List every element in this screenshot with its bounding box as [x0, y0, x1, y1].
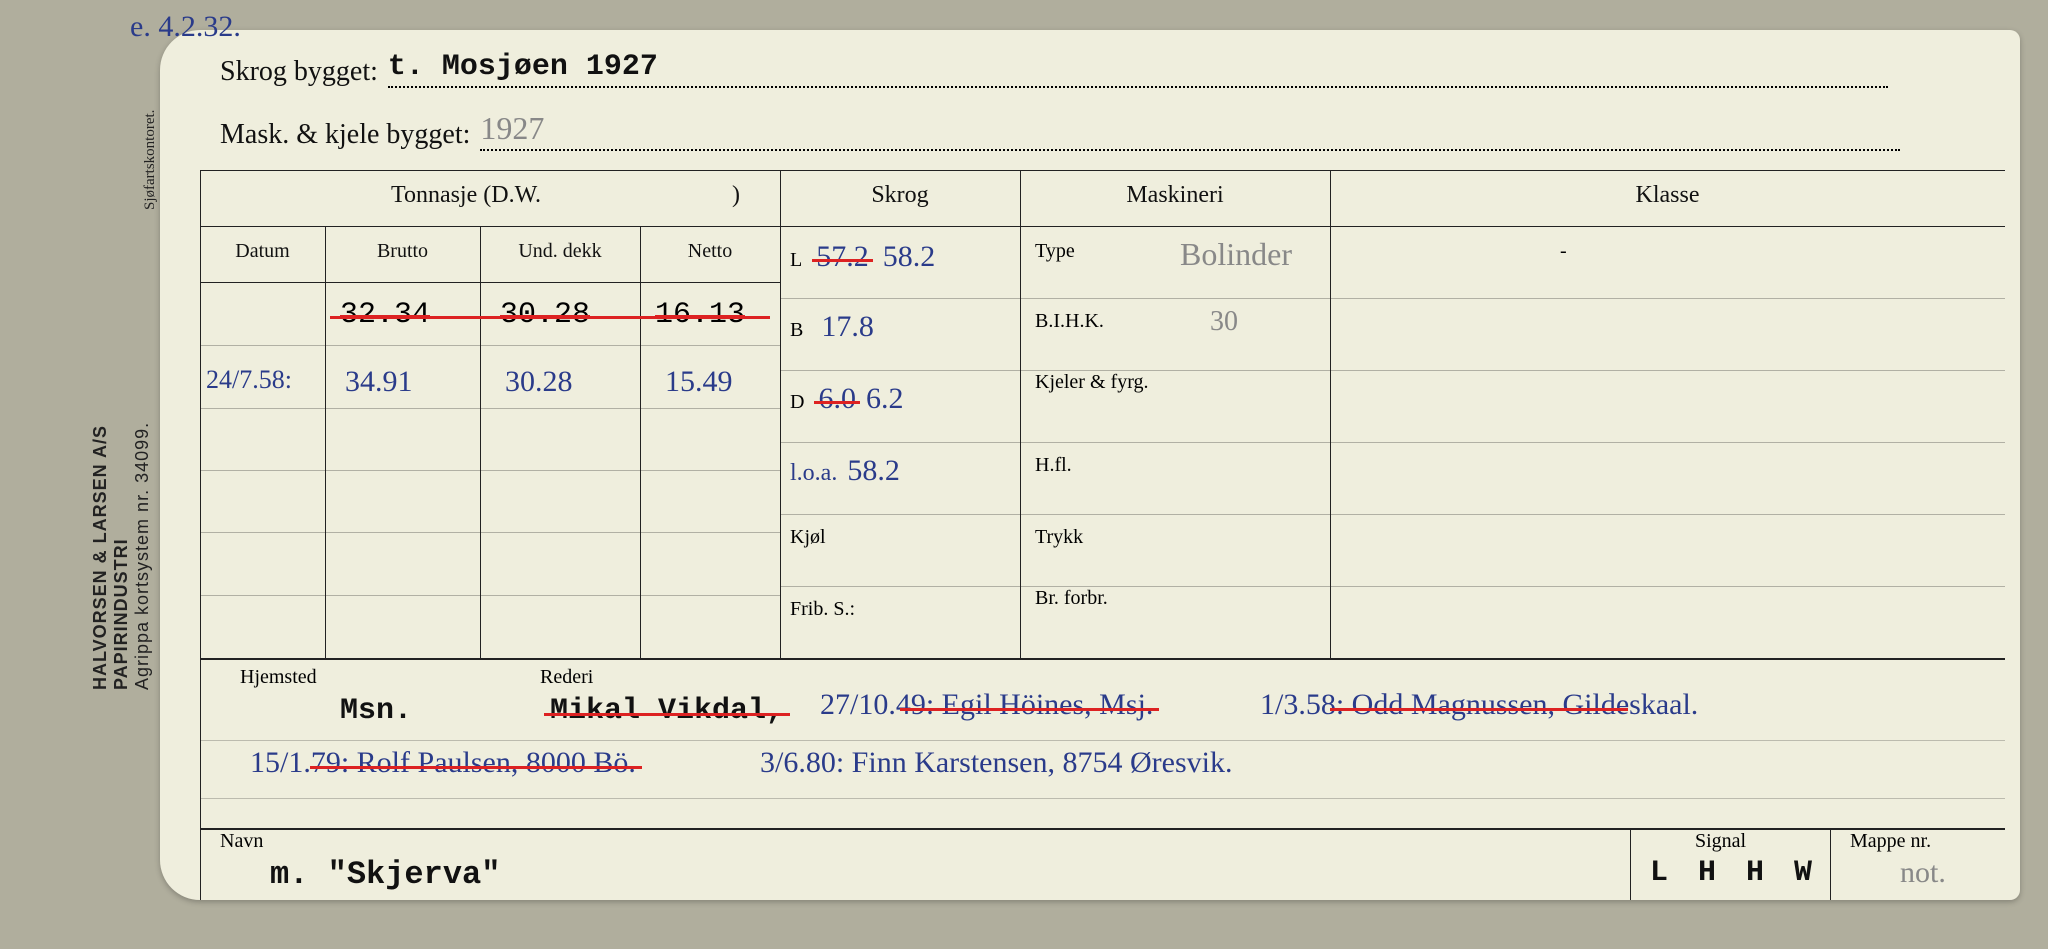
mask-type-label: Type	[1035, 240, 1075, 262]
und-2: 30.28	[505, 365, 573, 399]
punch-hole	[50, 850, 110, 910]
skrog-B-label: B	[790, 319, 803, 341]
scan-background: HALVORSEN & LARSEN A/S PAPIRINDUSTRI Agr…	[0, 0, 2048, 949]
punch-hole	[50, 40, 110, 100]
mask-bihk-label: B.I.H.K.	[1035, 310, 1104, 333]
side-imprint-line2: Agrippa kortsystem nr. 34099.	[132, 422, 152, 690]
maskineri-head: Maskineri	[1020, 182, 1330, 209]
punch-hole	[50, 130, 110, 190]
skrog-row-loa: l.o.a. 58.2	[790, 454, 1020, 488]
tonnasje-row-1: 32.34 30.28 16.13	[200, 298, 780, 348]
col-datum: Datum	[200, 240, 325, 263]
skrog-D-val: 6.2	[866, 382, 904, 415]
rederi-label: Rederi	[540, 666, 593, 689]
signal-value: L H H W	[1650, 856, 1818, 890]
netto-2: 15.49	[665, 365, 733, 399]
col-und-dekk: Und. dekk	[480, 240, 640, 263]
hjemsted-value: Msn.	[340, 694, 412, 728]
rederi-1c: 1/3.58: Odd Magnussen, Gildeskaal.	[1260, 688, 1698, 722]
brutto-1: 32.34	[340, 298, 430, 332]
klasse-head: Klasse	[1330, 182, 2005, 209]
brutto-2: 34.91	[345, 365, 413, 399]
mask-kjele-value: 1927	[480, 110, 1900, 151]
mask-kjeler-label: Kjeler & fyrg.	[1035, 372, 1149, 392]
hjemsted-section: Hjemsted Msn. Rederi Mikal Vikdal, 27/10…	[200, 670, 2005, 830]
und-1: 30.28	[500, 298, 590, 332]
mappe-label: Mappe nr.	[1850, 830, 1931, 853]
strike-line	[330, 316, 770, 319]
side-imprint-office: Sjøfartskontoret.	[142, 90, 159, 210]
mask-row-type: Type	[1035, 240, 1075, 263]
skrog-L-label: L	[790, 249, 802, 271]
mask-bihk-val: 30	[1210, 306, 1238, 338]
skrog-D-label: D	[790, 391, 804, 413]
mask-brforbr-label: Br. forbr.	[1035, 588, 1108, 608]
tonnasje-head: Tonnasje (D.W. )	[200, 182, 780, 209]
skrog-D-old: 6.0	[818, 382, 856, 416]
tonnasje-row-2: 24/7.58: 34.91 30.28 15.49	[200, 365, 780, 415]
skrog-head: Skrog	[780, 182, 1020, 209]
skrog-loa-label: l.o.a.	[790, 460, 837, 486]
mask-kjele-label: Mask. & kjele bygget:	[220, 119, 470, 151]
skrog-L-old: 57.2	[816, 240, 869, 274]
punch-hole	[50, 760, 110, 820]
skrog-row-frib: Frib. S.:	[790, 598, 1020, 621]
rederi-1a: Mikal Vikdal,	[550, 694, 784, 728]
navn-value: m. "Skjerva"	[270, 856, 500, 893]
col-brutto: Brutto	[325, 240, 480, 263]
skrog-row-D: D 6.0 6.2	[790, 382, 1020, 416]
datum-2: 24/7.58:	[206, 365, 292, 395]
side-imprint-line1: HALVORSEN & LARSEN A/S PAPIRINDUSTRI	[90, 425, 131, 690]
rederi-2a: 15/1.79: Rolf Paulsen, 8000 Bö.	[250, 746, 636, 780]
index-card: HALVORSEN & LARSEN A/S PAPIRINDUSTRI Agr…	[160, 30, 2020, 900]
skrog-row-L: L 57.2 58.2	[790, 240, 1020, 274]
mask-type-val: Bolinder	[1180, 236, 1292, 273]
mask-hfl-label: H.fl.	[1035, 454, 1072, 477]
navn-label: Navn	[220, 830, 263, 853]
skrog-B-val: 17.8	[821, 310, 874, 343]
tonnasje-head-text: Tonnasje (D.W.	[391, 182, 541, 208]
skrog-row-B: B 17.8	[790, 310, 1020, 344]
skrog-bygget-label: Skrog bygget:	[220, 56, 378, 88]
footer: Navn m. "Skjerva" Signal L H H W Mappe n…	[200, 830, 2005, 890]
skrog-loa-val: 58.2	[847, 454, 900, 487]
side-imprint: HALVORSEN & LARSEN A/S PAPIRINDUSTRI Agr…	[90, 270, 130, 690]
mask-trykk-label: Trykk	[1035, 526, 1083, 549]
klasse-val: -	[1560, 240, 1567, 263]
skrog-row-kjol: Kjøl	[790, 526, 1020, 549]
rederi-2b: 3/6.80: Finn Karstensen, 8754 Øresvik.	[760, 746, 1232, 780]
header: Skrog bygget: t. Mosjøen 1927 Mask. & kj…	[220, 50, 2000, 151]
tonnasje-head-close: )	[732, 182, 780, 209]
netto-1: 16.13	[655, 298, 745, 332]
skrog-bygget-value: t. Mosjøen 1927	[388, 50, 1888, 88]
col-netto: Netto	[640, 240, 780, 263]
mappe-value: not.	[1900, 856, 1946, 890]
skrog-L-val: 58.2	[883, 240, 936, 273]
hjemsted-label: Hjemsted	[240, 666, 317, 689]
main-grid: Tonnasje (D.W. ) Skrog Maskineri Klasse …	[200, 170, 2005, 660]
signal-label: Signal	[1695, 830, 1746, 853]
rederi-1b: 27/10.49: Egil Höines, Msj.	[820, 688, 1153, 722]
top-handwritten-date: e. 4.2.32.	[130, 10, 241, 44]
